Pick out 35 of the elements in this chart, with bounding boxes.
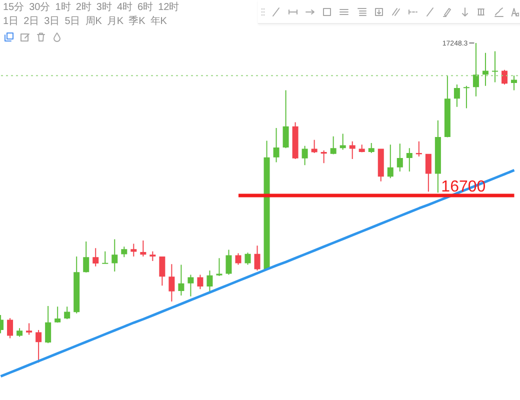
text: 6时 bbox=[138, 2, 154, 14]
candlestick bbox=[349, 141, 356, 160]
candlestick bbox=[168, 264, 175, 302]
text: 15分 bbox=[3, 2, 24, 14]
text: 周K bbox=[85, 16, 102, 28]
candlestick bbox=[130, 244, 137, 256]
candlestick bbox=[463, 86, 470, 108]
candlestick bbox=[26, 323, 32, 335]
text: 2时 bbox=[76, 2, 92, 14]
text: 年K bbox=[150, 16, 167, 28]
text: 3时 bbox=[96, 2, 112, 14]
text: 12时 bbox=[158, 2, 180, 14]
candlestick bbox=[320, 150, 327, 164]
candlestick bbox=[368, 143, 374, 153]
candlestick bbox=[54, 306, 61, 323]
text: 月K bbox=[106, 16, 124, 28]
candlestick bbox=[330, 136, 336, 154]
candlestick bbox=[92, 248, 99, 266]
text: 5日 bbox=[64, 16, 80, 28]
candlestick bbox=[216, 258, 222, 276]
text: 30分 bbox=[29, 2, 50, 14]
candlestick bbox=[482, 52, 488, 86]
candlestick bbox=[492, 51, 498, 82]
text: 2日 bbox=[24, 16, 40, 28]
text: 季K bbox=[128, 16, 146, 28]
text: 4时 bbox=[116, 2, 132, 14]
text: 1时 bbox=[55, 2, 71, 14]
candlestick bbox=[273, 128, 280, 162]
candlestick bbox=[406, 148, 412, 172]
text: 1日 bbox=[3, 16, 19, 28]
candlestick bbox=[396, 144, 403, 172]
candlestick bbox=[150, 251, 156, 261]
text: 3日 bbox=[44, 16, 60, 28]
candlestick bbox=[140, 240, 146, 256]
candlestick bbox=[102, 251, 108, 264]
